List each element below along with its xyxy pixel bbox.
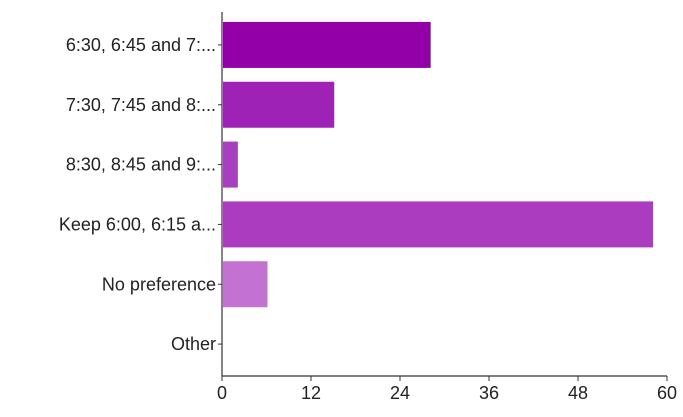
x-tick-label: 60	[657, 383, 677, 403]
bar-1	[223, 81, 335, 128]
y-tick-label: Keep 6:00, 6:15 a...	[59, 214, 216, 234]
x-tick-label: 0	[217, 383, 227, 403]
y-tick-label: 6:30, 6:45 and 7:...	[66, 35, 216, 55]
bar-0	[223, 21, 431, 68]
y-tick-label: Other	[171, 334, 216, 354]
bar-3	[223, 201, 654, 248]
x-tick-label: 48	[568, 383, 588, 403]
labels-layer: 6:30, 6:45 and 7:... 7:30, 7:45 and 8:...…	[59, 35, 677, 403]
bar-4	[223, 261, 268, 308]
bars-layer	[223, 21, 654, 308]
y-tick-label: 8:30, 8:45 and 9:...	[66, 155, 216, 175]
axes-layer	[218, 12, 668, 381]
x-tick-label: 12	[301, 383, 321, 403]
y-tick-label: 7:30, 7:45 and 8:...	[66, 95, 216, 115]
x-tick-label: 24	[390, 383, 410, 403]
y-tick-label: No preference	[102, 274, 216, 294]
x-tick-label: 36	[479, 383, 499, 403]
bar-2	[223, 141, 238, 188]
